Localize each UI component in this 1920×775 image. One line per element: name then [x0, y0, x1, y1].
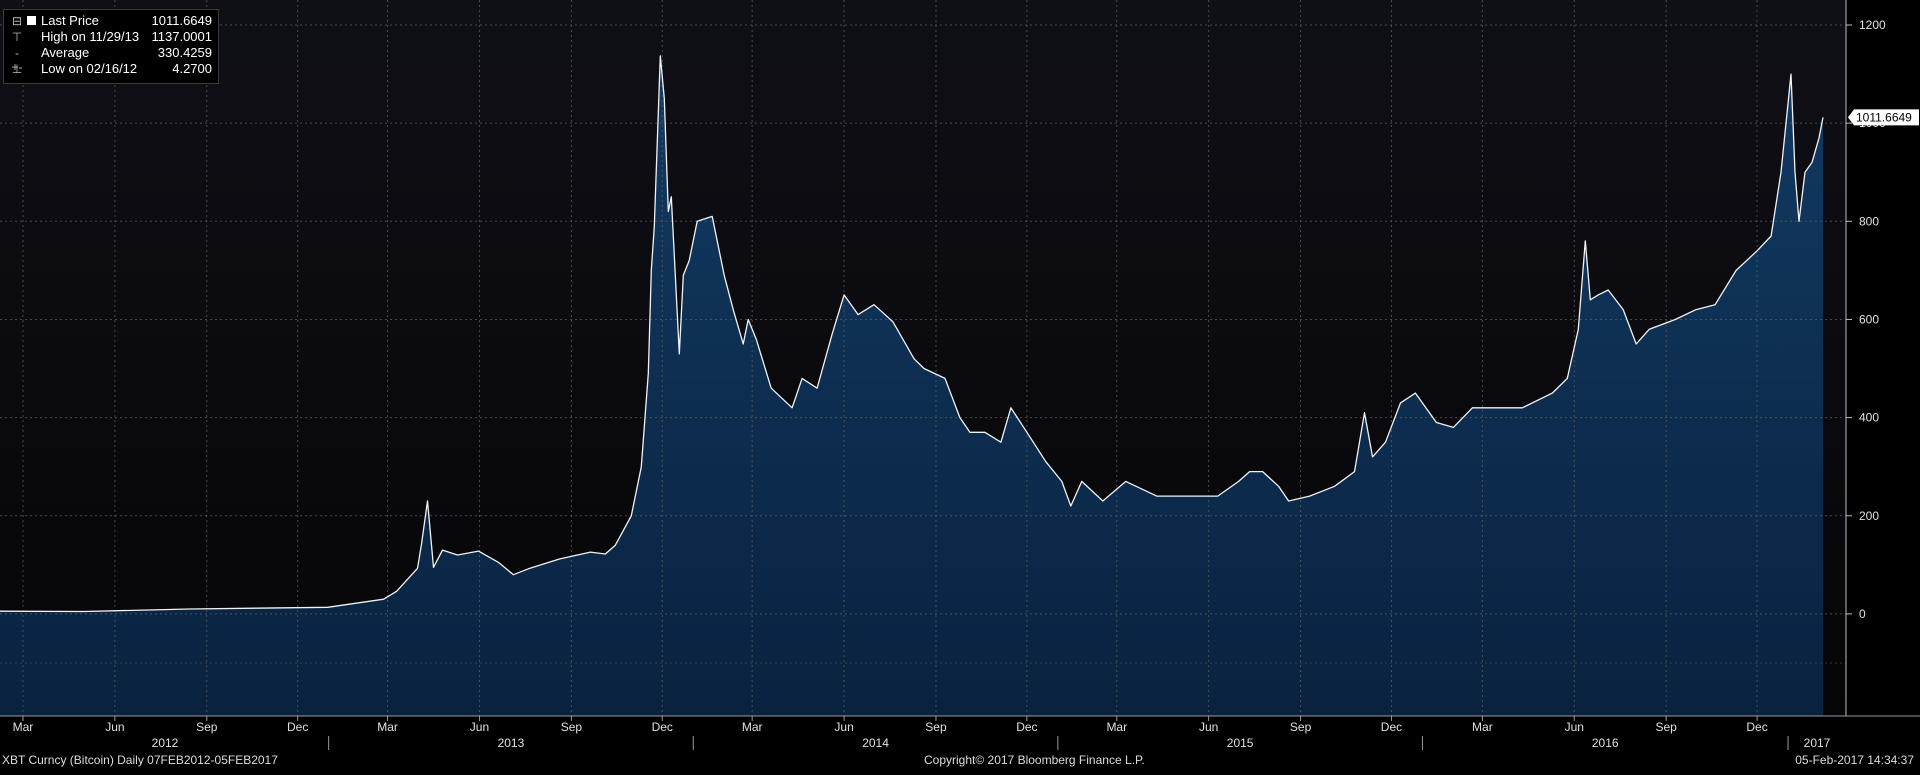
- low-marker-icon: ⊥: [11, 62, 23, 76]
- footer-copyright: Copyright© 2017 Bloomberg Finance L.P.: [924, 753, 1145, 767]
- footer-security-info: XBT Curncy (Bitcoin) Daily 07FEB2012-05F…: [2, 753, 278, 767]
- x-month-label: Sep: [561, 720, 583, 734]
- footer-timestamp: 05-Feb-2017 14:34:37: [1795, 753, 1914, 767]
- legend-high: ⊤ High on 11/29/13 1137.0001: [8, 29, 212, 45]
- y-tick-label: 1200: [1859, 18, 1886, 32]
- x-month-label: Jun: [1199, 720, 1218, 734]
- legend-average: -+- Average 330.4259: [8, 45, 212, 74]
- y-tick-label: 200: [1859, 509, 1879, 523]
- legend-high-value: 1137.0001: [151, 29, 213, 44]
- x-axis-band: [0, 716, 1920, 750]
- legend-high-label: High on 11/29/13: [41, 29, 140, 44]
- legend-avg-label: Average: [41, 45, 90, 60]
- legend-last-value: 1011.6649: [151, 13, 213, 28]
- x-month-label: Mar: [1472, 720, 1493, 734]
- x-month-label: Dec: [287, 720, 308, 734]
- x-month-label: Jun: [470, 720, 489, 734]
- x-month-label: Dec: [1746, 720, 1767, 734]
- x-month-label: Mar: [1106, 720, 1127, 734]
- legend-low-value: 4.2700: [172, 61, 212, 76]
- average-marker-icon: -+-: [11, 46, 23, 74]
- last-price-tag-label: 1011.6649: [1856, 110, 1912, 124]
- x-month-label: Sep: [925, 720, 947, 734]
- x-month-label: Mar: [377, 720, 398, 734]
- legend-low: ⊥ Low on 02/16/12 4.2700: [8, 61, 212, 77]
- footer-bar: XBT Curncy (Bitcoin) Daily 07FEB2012-05F…: [0, 750, 1920, 770]
- x-year-label: 2016: [1592, 736, 1619, 750]
- x-month-label: Mar: [13, 720, 34, 734]
- y-tick-label: 600: [1859, 312, 1879, 326]
- y-tick-label: 800: [1859, 214, 1879, 228]
- x-month-label: Sep: [1655, 720, 1677, 734]
- legend-avg-value: 330.4259: [157, 45, 212, 60]
- x-month-label: Dec: [1381, 720, 1402, 734]
- x-year-label: 2013: [498, 736, 525, 750]
- y-tick-label: 0: [1859, 607, 1866, 621]
- white-square-icon: [27, 16, 36, 25]
- x-month-label: Dec: [1016, 720, 1037, 734]
- x-year-label: 2012: [152, 736, 179, 750]
- price-line: [0, 55, 1824, 613]
- x-year-label: 2014: [862, 736, 889, 750]
- last-price-tag-bg: [1848, 109, 1919, 126]
- legend-box: ⊟ Last Price 1011.6649 ⊤ High on 11/29/1…: [3, 9, 219, 84]
- collapse-icon[interactable]: ⊟: [11, 14, 23, 28]
- x-year-label: 2017: [1804, 736, 1831, 750]
- x-month-label: Dec: [652, 720, 673, 734]
- x-month-label: Sep: [1290, 720, 1312, 734]
- x-month-label: Jun: [105, 720, 124, 734]
- legend-low-label: Low on 02/16/12: [41, 61, 138, 76]
- x-month-label: Jun: [834, 720, 853, 734]
- high-marker-icon: ⊤: [11, 30, 23, 44]
- x-month-label: Mar: [742, 720, 763, 734]
- legend-last-price: ⊟ Last Price 1011.6649: [8, 13, 212, 29]
- y-tick-label: 400: [1859, 411, 1879, 425]
- x-month-label: Jun: [1565, 720, 1584, 734]
- last-price-tag: 1011.6649: [1848, 109, 1919, 126]
- x-month-label: Sep: [196, 720, 218, 734]
- legend-last-label: Last Price: [41, 13, 99, 28]
- price-area-fill: [0, 55, 1823, 716]
- x-year-label: 2015: [1227, 736, 1254, 750]
